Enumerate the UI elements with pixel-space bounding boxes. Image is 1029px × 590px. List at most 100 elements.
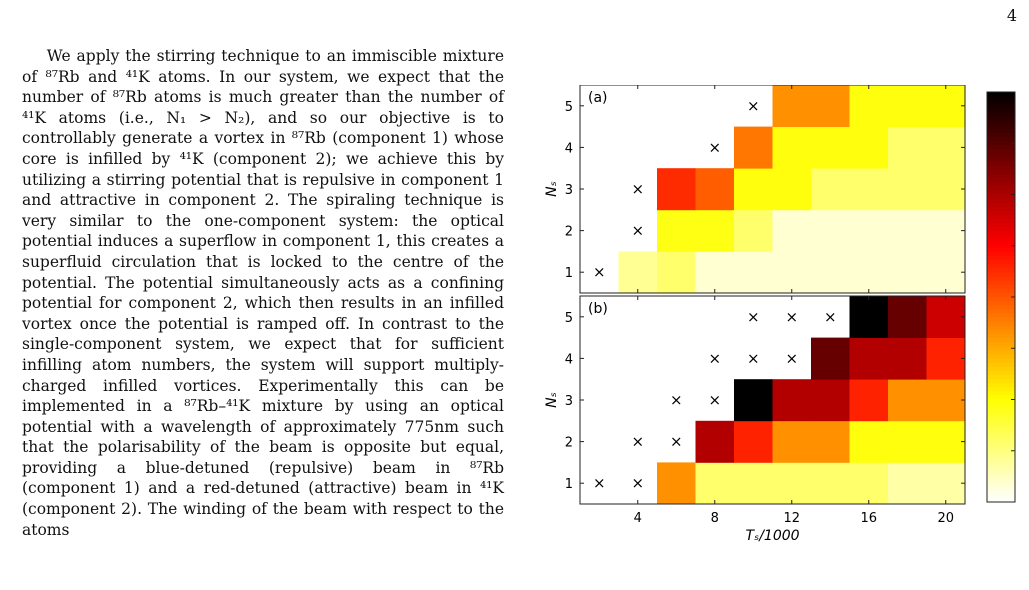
colorbar-segment xyxy=(987,256,1015,261)
colorbar-segment xyxy=(987,329,1015,335)
heatmap-cell xyxy=(695,462,735,505)
heatmap-cell xyxy=(618,251,658,294)
heatmap-cell xyxy=(888,126,927,169)
colorbar-segment xyxy=(987,128,1015,134)
heatmap-cell xyxy=(849,296,889,338)
colorbar-segment xyxy=(987,153,1015,159)
colorbar-segment xyxy=(987,133,1015,138)
colorbar-segment xyxy=(987,309,1015,314)
colorbar-segment xyxy=(987,415,1015,421)
colorbar-segment xyxy=(987,247,1015,253)
heatmap-cell xyxy=(926,337,966,380)
heatmap-cell xyxy=(734,168,773,211)
x-tick-label: 16 xyxy=(860,511,877,526)
heatmap-cell xyxy=(695,420,735,463)
heatmap-cell xyxy=(657,251,696,294)
no-vortex-marker: × xyxy=(631,433,644,451)
y-tick-label: 2 xyxy=(565,225,573,240)
colorbar-segment xyxy=(987,141,1015,146)
heatmap-cell xyxy=(849,462,889,505)
colorbar-segment xyxy=(987,206,1015,212)
no-vortex-marker: × xyxy=(631,222,644,240)
colorbar-segment xyxy=(987,124,1015,130)
y-tick-label: 4 xyxy=(565,141,573,156)
colorbar-segment xyxy=(987,231,1015,236)
heatmap-cell xyxy=(657,209,696,252)
y-tick-label: 5 xyxy=(565,311,573,326)
colorbar-segment xyxy=(987,165,1015,171)
heatmap-cell xyxy=(734,251,773,294)
y-tick-label: 1 xyxy=(565,477,573,492)
colorbar-segment xyxy=(987,149,1015,154)
heatmap-cell xyxy=(926,209,966,252)
colorbar-segment xyxy=(987,157,1015,163)
x-axis-label: Tₛ/1000 xyxy=(745,528,799,544)
colorbar-segment xyxy=(987,370,1015,376)
colorbar-segment xyxy=(987,366,1015,372)
colorbar-segment xyxy=(987,108,1015,113)
colorbar-segment xyxy=(987,342,1015,347)
colorbar-segment xyxy=(987,313,1015,318)
colorbar-segment xyxy=(987,403,1015,409)
colorbar-segment xyxy=(987,399,1015,405)
heatmap-cell xyxy=(695,168,735,211)
colorbar-segment xyxy=(987,182,1015,187)
no-vortex-marker: × xyxy=(631,180,644,198)
no-vortex-marker: × xyxy=(593,474,606,492)
colorbar-segment xyxy=(987,354,1015,359)
y-tick-label: 3 xyxy=(565,394,573,409)
body-text: We apply the stirring technique to an im… xyxy=(22,46,504,540)
heatmap-cell xyxy=(888,420,927,463)
colorbar-segment xyxy=(987,239,1015,245)
body-paragraph: We apply the stirring technique to an im… xyxy=(22,47,504,539)
heatmap-cell xyxy=(926,85,966,127)
x-tick-label: 12 xyxy=(783,511,800,526)
colorbar-segment xyxy=(987,461,1015,466)
colorbar-segment xyxy=(987,477,1015,482)
colorbar-segment xyxy=(987,264,1015,269)
colorbar-segment xyxy=(987,321,1015,327)
no-vortex-marker: × xyxy=(785,349,798,367)
y-tick-label: 5 xyxy=(565,100,573,115)
colorbar-segment xyxy=(987,145,1015,150)
heatmap-cell xyxy=(926,462,966,505)
colorbar-segment xyxy=(987,198,1015,204)
colorbar-segment xyxy=(987,317,1015,323)
heatmap-cell xyxy=(849,168,889,211)
heatmap-cell xyxy=(888,296,927,338)
colorbar-segment xyxy=(987,420,1015,425)
colorbar-segment xyxy=(987,268,1015,273)
heatmap-cell xyxy=(811,209,850,252)
colorbar-segment xyxy=(987,448,1015,454)
no-vortex-marker: × xyxy=(747,308,760,326)
colorbar-segment xyxy=(987,169,1015,175)
heatmap-cell xyxy=(811,126,850,169)
heatmap-cell xyxy=(926,251,966,294)
colorbar-segment xyxy=(987,280,1015,286)
colorbar-segment xyxy=(987,288,1015,294)
no-vortex-marker: × xyxy=(670,391,683,409)
heatmap-cell xyxy=(888,85,927,127)
colorbar-segment xyxy=(987,223,1015,228)
no-vortex-marker: × xyxy=(708,138,721,156)
heatmap-cell xyxy=(811,85,850,127)
heatmap-cell xyxy=(811,251,850,294)
heatmap-cell xyxy=(888,251,927,294)
colorbar-segment xyxy=(987,120,1015,126)
x-tick-label: 8 xyxy=(711,511,719,526)
colorbar-segment xyxy=(987,383,1015,388)
colorbar-segment xyxy=(987,358,1015,364)
colorbar-segment xyxy=(987,379,1015,384)
colorbar-segment xyxy=(987,465,1015,470)
heatmap-cell xyxy=(657,462,696,505)
colorbar-segment xyxy=(987,346,1015,351)
colorbar-segment xyxy=(987,194,1015,200)
colorbar-segment xyxy=(987,186,1015,191)
heatmap-cell xyxy=(926,379,966,422)
colorbar-segment xyxy=(987,395,1015,400)
y-tick-label: 1 xyxy=(565,266,573,281)
heatmap-cell xyxy=(926,126,966,169)
colorbar-segment xyxy=(987,116,1015,122)
colorbar-segment xyxy=(987,251,1015,257)
